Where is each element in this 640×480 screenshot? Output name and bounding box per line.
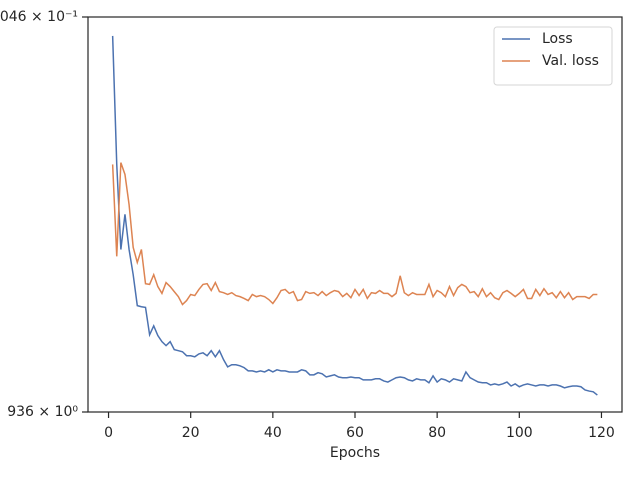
plot-frame <box>87 16 623 413</box>
x-axis-label: Epochs <box>330 445 380 461</box>
line-series <box>111 162 598 306</box>
line-series <box>111 35 598 396</box>
y-tick-label: 046 × 10⁻¹ <box>0 9 78 25</box>
x-tick-label: 60 <box>346 425 364 441</box>
x-tick-label: 20 <box>182 425 200 441</box>
x-tick-label: 0 <box>104 425 113 441</box>
x-tick-label: 80 <box>428 425 446 441</box>
legend-box <box>493 26 613 86</box>
legend-label: Loss <box>542 31 573 47</box>
y-tick-label: 936 × 10⁰ <box>7 404 78 420</box>
x-tick-label: 100 <box>506 425 533 441</box>
x-tick-label: 40 <box>264 425 282 441</box>
legend-label: Val. loss <box>542 53 599 69</box>
x-tick-label: 120 <box>588 425 615 441</box>
